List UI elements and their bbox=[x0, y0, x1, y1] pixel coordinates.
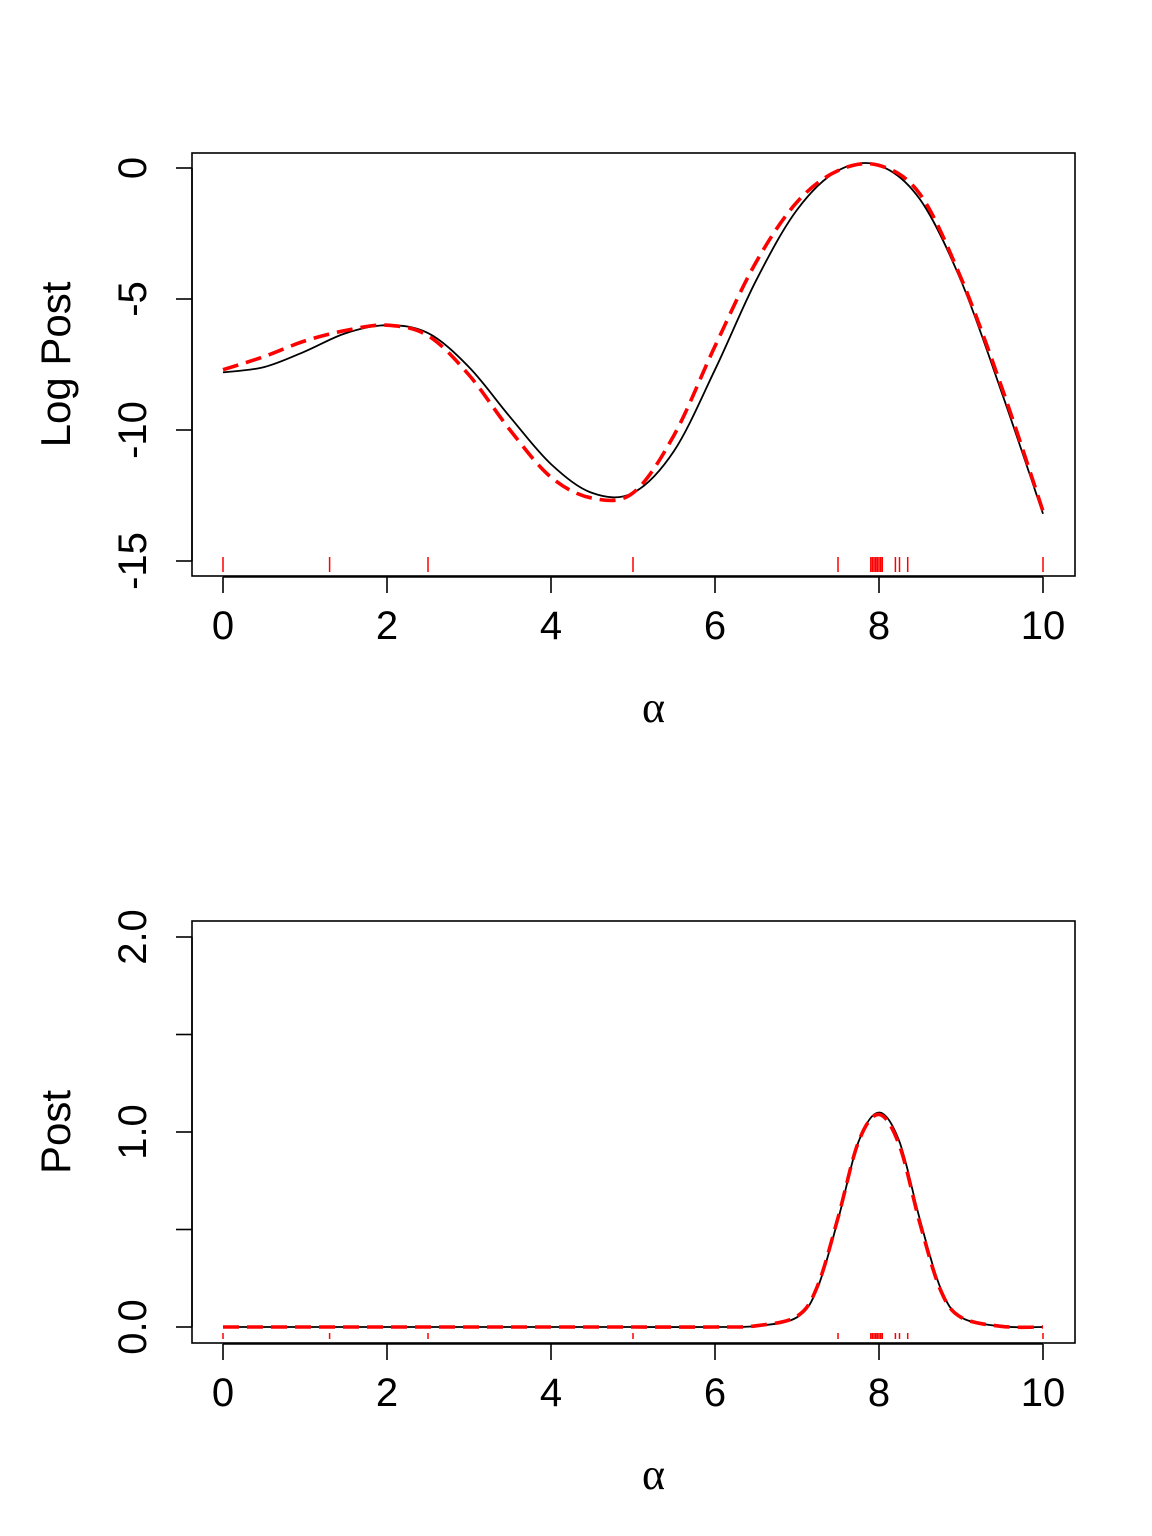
y-tick-label: 0.0 bbox=[111, 1299, 155, 1355]
y-tick-label: 1.0 bbox=[111, 1104, 155, 1160]
y-tick-label: -5 bbox=[111, 281, 155, 317]
x-axis-label: α bbox=[642, 1450, 665, 1499]
y-tick-label: 0 bbox=[111, 157, 155, 179]
x-tick-label: 6 bbox=[704, 1371, 726, 1415]
x-tick-label: 0 bbox=[212, 1371, 234, 1415]
y-tick-label: 2.0 bbox=[111, 909, 155, 965]
x-tick-label: 10 bbox=[1021, 604, 1066, 648]
x-tick-label: 10 bbox=[1021, 1371, 1066, 1415]
plot-frame bbox=[191, 920, 1076, 1344]
x-tick-label: 8 bbox=[868, 1371, 890, 1415]
x-tick-label: 0 bbox=[212, 604, 234, 648]
x-tick-label: 4 bbox=[540, 604, 562, 648]
x-tick-label: 4 bbox=[540, 1371, 562, 1415]
x-tick-label: 6 bbox=[704, 604, 726, 648]
log-posterior-panel: 0 2 4 6 8 10 -15 -10 -5 0 α Log Post bbox=[32, 152, 1076, 732]
approximation-curve bbox=[222, 1112, 1044, 1330]
x-tick-label: 2 bbox=[376, 1371, 398, 1415]
plot-frame bbox=[191, 152, 1076, 577]
approximation-curve bbox=[222, 161, 1045, 512]
y-axis-label: Post bbox=[32, 1090, 79, 1174]
x-tick-label: 2 bbox=[376, 604, 398, 648]
y-axis-label: Log Post bbox=[32, 281, 79, 447]
x-axis-label: α bbox=[642, 683, 665, 732]
exact-curve bbox=[222, 162, 1044, 515]
x-tick-label: 8 bbox=[868, 604, 890, 648]
posterior-panel: 0 2 4 6 8 10 0.0 1.0 2.0 α Post bbox=[32, 909, 1076, 1499]
y-tick-label: -15 bbox=[111, 532, 155, 590]
y-tick-label: -10 bbox=[111, 401, 155, 459]
